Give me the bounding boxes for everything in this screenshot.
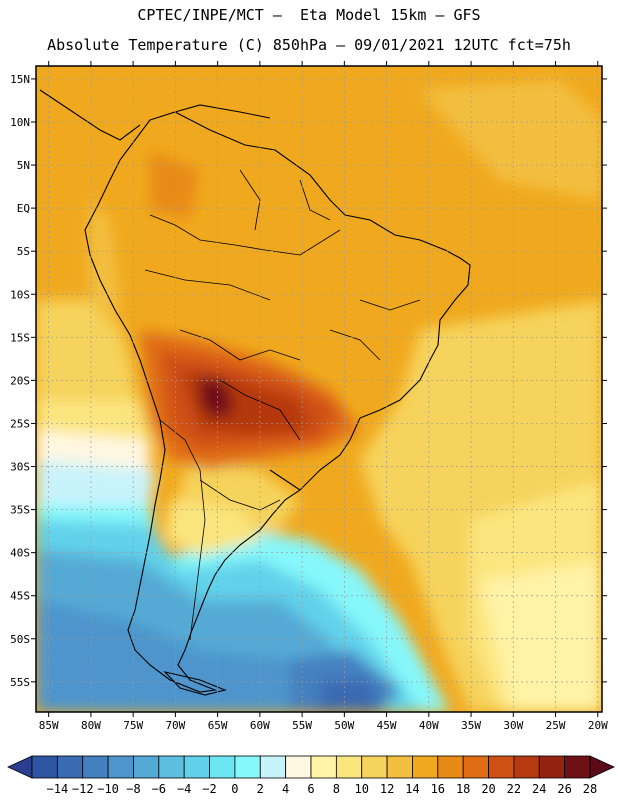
- colorbar-swatch: [462, 755, 489, 779]
- colorbar-label: 28: [583, 782, 597, 796]
- colorbar-label: 10: [355, 782, 369, 796]
- lon-label: 40W: [419, 719, 439, 732]
- colorbar-swatch: [234, 755, 261, 779]
- lon-label: 70W: [165, 719, 185, 732]
- colorbar-label: −2: [202, 782, 216, 796]
- colorbar-label: 26: [557, 782, 571, 796]
- colorbar: [7, 755, 615, 779]
- lat-label: 5S: [17, 245, 30, 258]
- colorbar-swatch: [56, 755, 84, 779]
- lon-label: 55W: [292, 719, 312, 732]
- lon-label: 25W: [546, 719, 566, 732]
- colorbar-swatch: [513, 755, 540, 779]
- lat-label: 30S: [10, 461, 30, 474]
- map-frame: [35, 65, 603, 713]
- grid-lines: [36, 66, 602, 712]
- temperature-field: [36, 66, 602, 712]
- country-borders: [144, 169, 421, 641]
- lat-label: EQ: [17, 202, 30, 215]
- coastlines: [39, 89, 471, 696]
- lon-label: 80W: [81, 719, 101, 732]
- colorbar-swatch: [310, 755, 337, 779]
- colorbar-label: 24: [532, 782, 546, 796]
- colorbar-swatch: [107, 755, 134, 779]
- axis-ticks: [31, 61, 607, 717]
- colorbar-labels: −14 −12 −10 −8 −6 −4 −2 0 2 4 6 8 10 12 14 16 18 20 22 24 26…: [47, 782, 598, 796]
- colorbar-over-arrow: [589, 755, 615, 779]
- colorbar-swatch: [335, 755, 363, 779]
- colorbar-label: −8: [126, 782, 140, 796]
- colorbar-swatch: [133, 755, 160, 779]
- colorbar-label: −6: [152, 782, 166, 796]
- colorbar-swatch: [538, 755, 566, 779]
- lat-label: 55S: [10, 676, 30, 689]
- colorbar-swatch: [31, 755, 58, 779]
- colorbar-swatch: [437, 755, 464, 779]
- colorbar-label: −10: [97, 782, 119, 796]
- lon-label: 85W: [39, 719, 59, 732]
- colorbar-label: 16: [431, 782, 445, 796]
- colorbar-swatch: [183, 755, 210, 779]
- colorbar-swatch: [82, 755, 109, 779]
- lat-label: 5N: [17, 159, 30, 172]
- lon-label: 45W: [377, 719, 397, 732]
- colorbar-swatch: [488, 755, 515, 779]
- colorbar-label: 12: [380, 782, 394, 796]
- lat-label: 15S: [10, 331, 30, 344]
- lat-label: 10S: [10, 288, 30, 301]
- colorbar-label: 4: [282, 782, 289, 796]
- colorbar-label: −4: [177, 782, 191, 796]
- colorbar-label: 6: [307, 782, 314, 796]
- lon-label: 75W: [123, 719, 143, 732]
- lat-label: 35S: [10, 504, 30, 517]
- colorbar-label: 20: [481, 782, 495, 796]
- colorbar-label: −12: [72, 782, 94, 796]
- colorbar-label: 8: [333, 782, 340, 796]
- colorbar-swatch: [412, 755, 439, 779]
- colorbar-swatch: [564, 755, 591, 779]
- colorbar-swatch: [259, 755, 287, 779]
- lat-label: 45S: [10, 590, 30, 603]
- lat-label: 20S: [10, 374, 30, 387]
- lon-label: 20W: [588, 719, 608, 732]
- colorbar-swatch: [386, 755, 413, 779]
- lat-label: 15N: [10, 73, 30, 86]
- lat-label: 50S: [10, 633, 30, 646]
- colorbar-swatch: [361, 755, 388, 779]
- colorbar-label: 0: [231, 782, 238, 796]
- longitude-labels: 85W 80W 75W 70W 65W 60W 55W 50W 45W 40W 35W 30W 25W 2…: [39, 719, 608, 732]
- colorbar-swatch: [158, 755, 185, 779]
- lon-label: 65W: [208, 719, 228, 732]
- colorbar-label: −14: [47, 782, 69, 796]
- title-line-2: Absolute Temperature (C) 850hPa – 09/01/…: [47, 36, 571, 54]
- colorbar-label: 22: [507, 782, 521, 796]
- lon-label: 35W: [461, 719, 481, 732]
- colorbar-label: 14: [405, 782, 419, 796]
- lat-label: 25S: [10, 417, 30, 430]
- lat-label: 10N: [10, 116, 30, 129]
- colorbar-under-arrow: [7, 755, 33, 779]
- colorbar-swatch: [285, 755, 312, 779]
- colorbar-label: 2: [257, 782, 264, 796]
- latitude-labels: 15N 10N 5N EQ 5S 10S 15S 20S 25S 30S 35S 40S 45S 50S 5…: [10, 73, 30, 689]
- lon-label: 50W: [334, 719, 354, 732]
- colorbar-swatch: [209, 755, 236, 779]
- lon-label: 60W: [250, 719, 270, 732]
- colorbar-label: 18: [456, 782, 470, 796]
- lon-label: 30W: [503, 719, 523, 732]
- lat-label: 40S: [10, 547, 30, 560]
- title-line-1: CPTEC/INPE/MCT – Eta Model 15km – GFS: [137, 6, 481, 24]
